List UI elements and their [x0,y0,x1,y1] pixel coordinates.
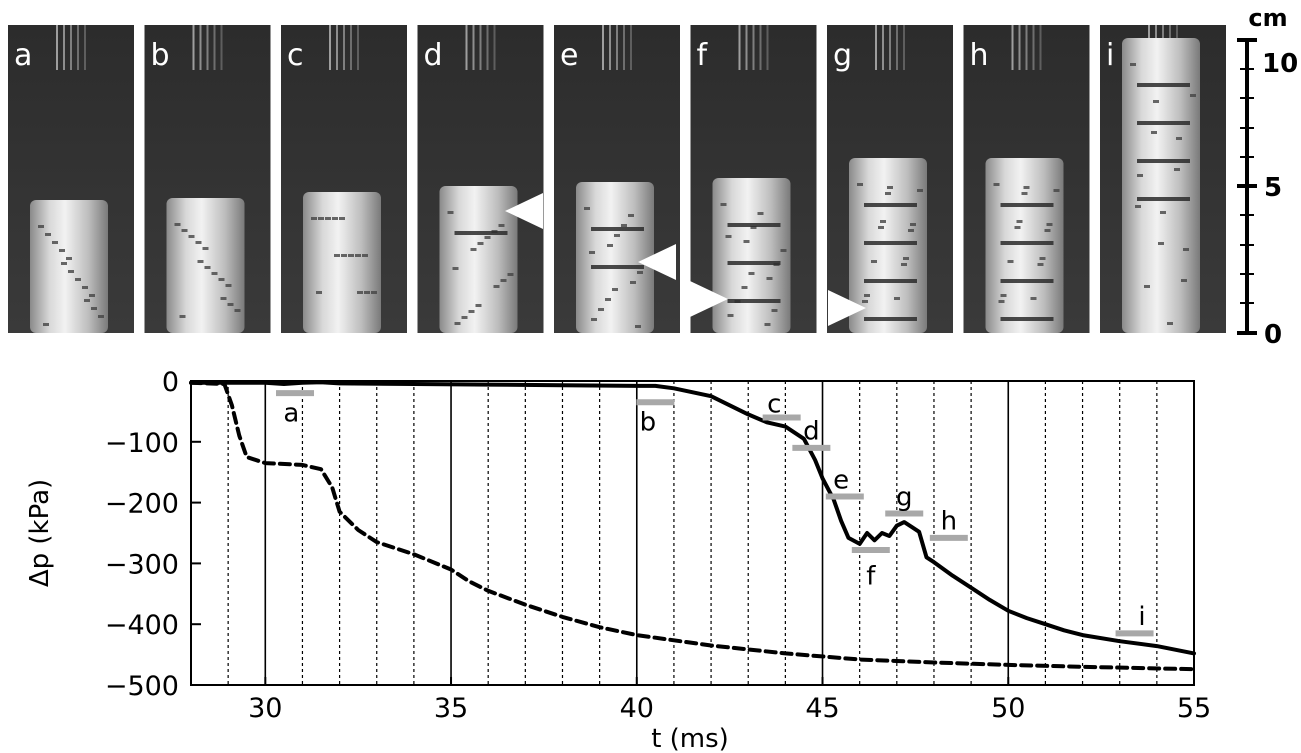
frame-marker-label: a [283,398,299,428]
frame-label: i [1106,38,1114,73]
crack-arrow-d [505,193,543,229]
x-axis-label: t (ms) [651,724,729,753]
scale-tick-label: 5 [1264,173,1282,203]
frame-marker-label: i [1138,602,1145,632]
x-tick-label: 55 [1177,693,1211,724]
scale-bar: cm 10 5 0 [1237,4,1298,345]
photo-frame-g: g [827,25,953,333]
photo-frame-d: d [417,25,544,333]
chart-axes: 30 35 40 45 50 55 0 −100 −200 −300 −400 −500 [105,367,1211,724]
frame-marker-label: e [833,465,849,495]
photo-frame-c: c [281,25,407,333]
crack-arrow-g [828,290,866,326]
y-tick-label: −100 [105,428,179,459]
frame-label: h [970,38,989,73]
y-tick-label: 0 [162,367,179,398]
frame-label: b [151,38,170,73]
frame-marker-label: g [896,482,913,512]
plot-frame [190,380,1195,686]
photo-frame-b: b [144,25,271,333]
crack-arrow-e [638,244,676,280]
frame-marker-label: h [941,507,957,537]
scale-tick-label: 0 [1264,320,1282,345]
crack-arrow-f [690,281,728,317]
frame-marker-label: f [866,561,876,591]
scale-tick-label: 10 [1262,49,1298,79]
series-line-dashed [189,380,1196,672]
y-tick-label: −300 [105,549,179,580]
chart-annotations: a b cde f gh i [276,389,1154,637]
y-axis-label: Δp (kPa) [25,479,55,587]
photo-frame-i: i [1100,25,1226,333]
frame-label: e [560,38,578,73]
pressure-chart: 30 35 40 45 50 55 0 −100 −200 −300 −400 −500 a b cde f… [25,367,1211,753]
x-tick-label: 50 [991,693,1025,724]
frame-label: f [697,38,709,73]
frame-marker-label: b [640,408,657,438]
frame-label: d [424,38,443,73]
x-tick-label: 40 [620,693,654,724]
frame-label: a [14,38,32,73]
scale-unit-label: cm [1248,4,1287,32]
photo-frame-h: h [963,25,1090,333]
x-tick-label: 35 [434,693,468,724]
y-tick-label: −400 [105,610,179,641]
photo-frame-e: e [554,25,680,333]
chart-grid [227,381,1158,685]
photo-frame-f: f [690,25,817,333]
chart-series [189,380,1196,672]
x-tick-label: 30 [248,693,282,724]
y-tick-label: −200 [105,489,179,520]
y-tick-label: −500 [105,671,179,702]
series-line-solid [189,380,1196,656]
frame-label: g [833,38,852,73]
photo-frame-strip: a b c d e f g h i cm 10 5 0 [8,4,1298,345]
frame-label: c [287,38,304,73]
x-tick-label: 45 [805,693,839,724]
photo-frame-a: a [8,25,134,333]
frame-marker-label: c [767,389,781,419]
frame-marker-label: d [803,417,820,447]
